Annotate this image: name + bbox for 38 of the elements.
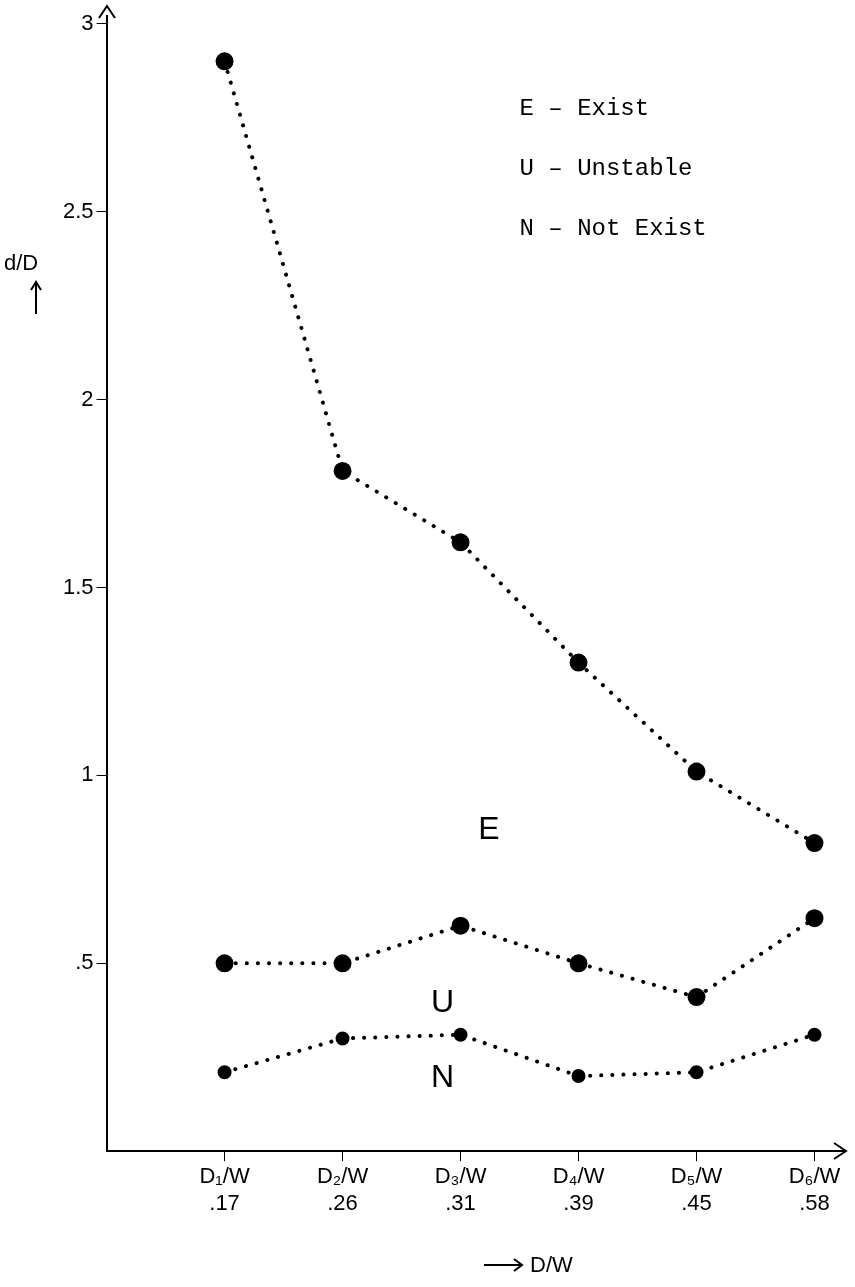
y-tick-label: 2 (81, 385, 94, 411)
point (335, 1031, 350, 1046)
point (689, 1065, 704, 1080)
point (451, 533, 470, 552)
y-tick-label: 1 (81, 761, 94, 787)
x-tick-label: D₅/W .45 (670, 1163, 723, 1215)
y-tick-label: 2.5 (62, 197, 94, 223)
x-axis-title: D/W (530, 1252, 573, 1278)
point (215, 954, 234, 973)
point (569, 653, 588, 672)
point (571, 1069, 586, 1084)
x-tick-label: D₄/W .39 (552, 1163, 605, 1215)
point (217, 1065, 232, 1080)
y-axis-title: d/D (4, 250, 39, 276)
annotation: E – Exist (519, 95, 650, 122)
point (215, 52, 234, 71)
y-tick-label: 3 (81, 9, 94, 35)
point (805, 834, 824, 853)
annotation: N – Not Exist (519, 215, 707, 242)
point (333, 954, 352, 973)
point (805, 909, 824, 928)
point (333, 461, 352, 480)
annotation: U (431, 982, 455, 1020)
x-tick-label: D₃/W .31 (434, 1163, 487, 1215)
x-tick-label: D₁/W .17 (199, 1163, 250, 1215)
point (807, 1027, 822, 1042)
y-tick-label: .5 (75, 949, 94, 975)
annotation: U – Unstable (519, 155, 693, 182)
point (453, 1027, 468, 1042)
x-tick-label: D₂/W .26 (316, 1163, 369, 1215)
point (687, 988, 706, 1007)
annotation: E (478, 809, 500, 847)
point (569, 954, 588, 973)
point (451, 916, 470, 935)
point (687, 762, 706, 781)
annotation: N (431, 1058, 455, 1096)
x-tick-label: D₆/W .58 (788, 1163, 841, 1215)
y-tick-label: 1.5 (62, 573, 94, 599)
